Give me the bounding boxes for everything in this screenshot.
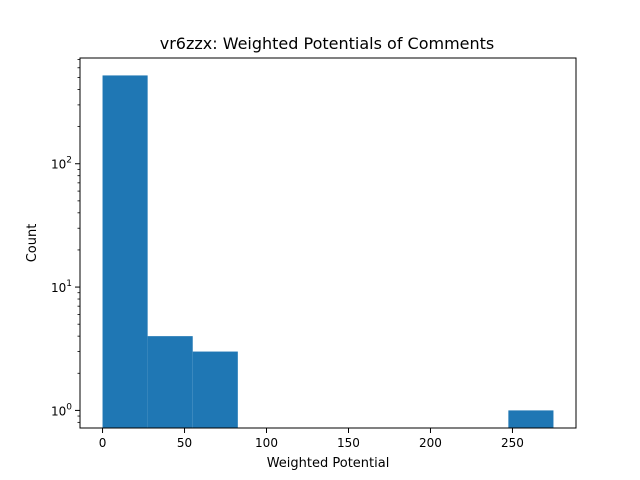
x-tick-label: 150	[337, 436, 360, 450]
y-tick-label: 102	[51, 156, 72, 172]
x-axis-ticks: 0 50 100 150 200 250	[99, 428, 524, 450]
histogram-bar-0	[102, 75, 148, 428]
bars-group	[102, 75, 554, 428]
y-tick-label: 100	[51, 402, 72, 418]
histogram-bar-1	[147, 336, 193, 428]
y-axis-label: Count	[25, 224, 40, 263]
x-tick-label: 50	[177, 436, 192, 450]
histogram-bar-9	[508, 410, 554, 428]
x-tick-label: 0	[99, 436, 107, 450]
x-axis-label: Weighted Potential	[267, 456, 390, 471]
y-axis-ticks: 100 101 102	[51, 59, 80, 423]
plot-frame	[79, 57, 577, 429]
y-tick-label: 101	[51, 279, 72, 295]
x-tick-label: 250	[501, 436, 524, 450]
histogram-bar-2	[192, 351, 238, 428]
x-tick-label: 200	[419, 436, 442, 450]
x-tick-label: 100	[255, 436, 278, 450]
chart-title: vr6zzx: Weighted Potentials of Comments	[160, 34, 495, 53]
